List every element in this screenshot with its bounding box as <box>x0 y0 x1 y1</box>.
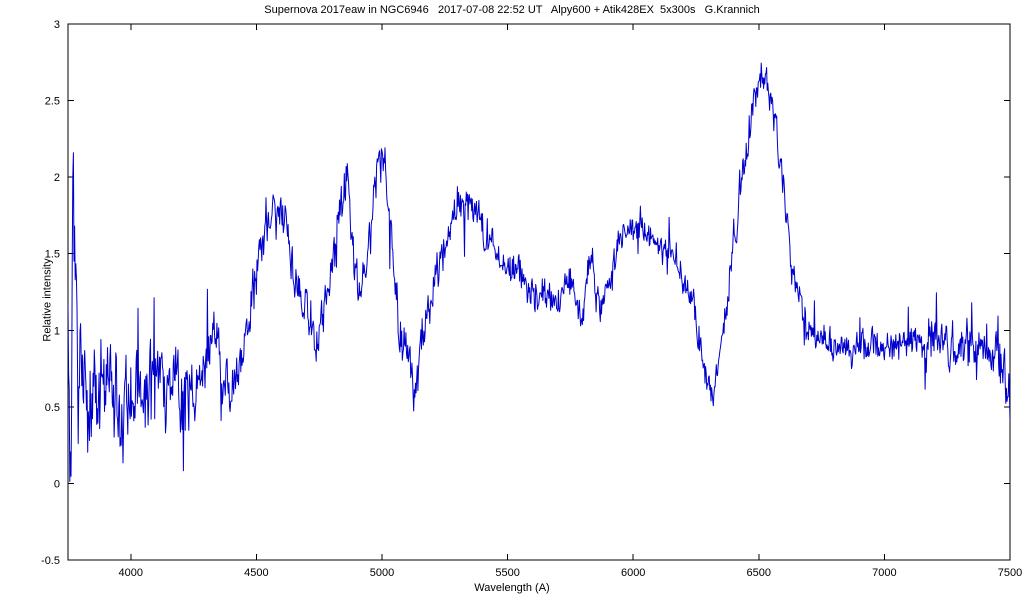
x-tick-label: 4000 <box>119 567 143 579</box>
x-tick-label: 4500 <box>244 567 268 579</box>
y-tick-label: 3 <box>54 19 60 31</box>
x-tick-label: 7500 <box>998 567 1022 579</box>
y-tick-label: -0.5 <box>41 555 60 567</box>
x-tick-label: 7000 <box>872 567 896 579</box>
y-tick-label: 2.5 <box>45 96 60 108</box>
y-tick-label: 0 <box>54 478 60 490</box>
spectrum-line <box>68 63 1010 482</box>
plot-canvas: 4000 4500 5000 5500 6000 6500 7000 7500 -0.5 0 0.5… <box>0 0 1024 600</box>
x-tick-label: 6000 <box>621 567 645 579</box>
y-tick-label: 2 <box>54 172 60 184</box>
x-tick-label: 5500 <box>495 567 519 579</box>
y-tick-label: 1 <box>54 325 60 337</box>
y-tick-label: 0.5 <box>45 402 60 414</box>
y-tick-label: 1.5 <box>45 249 60 261</box>
x-tick-label: 5000 <box>370 567 394 579</box>
x-tick-label: 6500 <box>747 567 771 579</box>
spectrum-chart: Supernova 2017eaw in NGC6946 2017-07-08 … <box>0 0 1024 600</box>
